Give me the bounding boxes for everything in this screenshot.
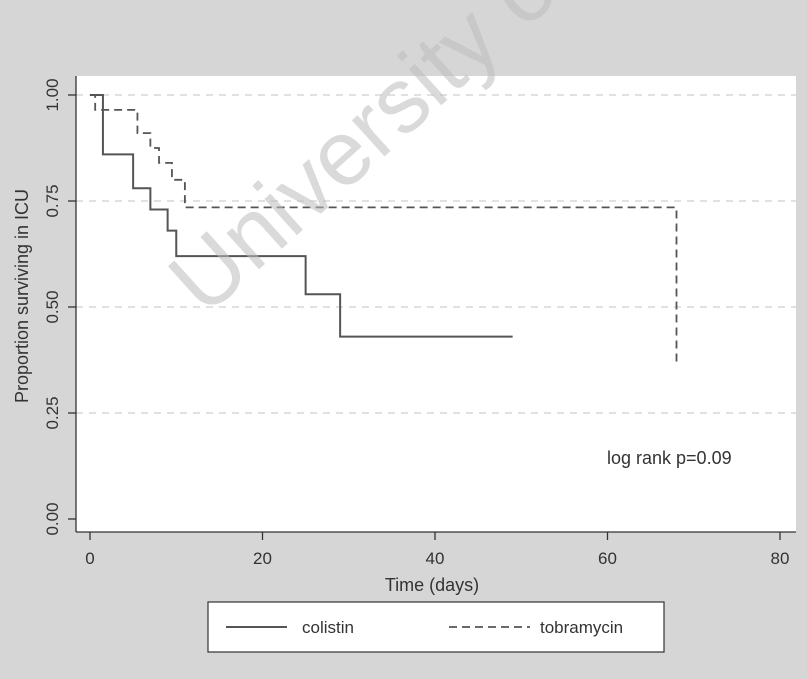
legend: colistin tobramycin — [207, 601, 665, 653]
x-tick-label-2: 40 — [426, 549, 445, 568]
legend-label-tobramycin: tobramycin — [540, 618, 623, 637]
x-tick-label-1: 20 — [253, 549, 272, 568]
y-tick-label-4: 1.00 — [43, 78, 62, 111]
y-axis-title: Proportion surviving in ICU — [12, 189, 32, 403]
y-tick-label-3: 0.75 — [43, 184, 62, 217]
series-layer — [90, 94, 681, 364]
y-tick-label-0: 0.00 — [43, 502, 62, 535]
x-axis-title: Time (days) — [385, 575, 479, 595]
series-line-colistin — [90, 94, 513, 338]
series-line-tobramycin — [90, 94, 681, 364]
y-tick-label-2: 0.50 — [43, 290, 62, 323]
x-tick-label-3: 60 — [598, 549, 617, 568]
legend-label-colistin: colistin — [302, 618, 354, 637]
y-tick-label-1: 0.25 — [43, 396, 62, 429]
x-tick-label-4: 80 — [771, 549, 790, 568]
log-rank-annotation: log rank p=0.09 — [607, 448, 732, 468]
x-tick-label-0: 0 — [85, 549, 94, 568]
axes: 0.00 0.25 0.50 0.75 1.00 0 20 40 60 80 — [43, 76, 796, 568]
